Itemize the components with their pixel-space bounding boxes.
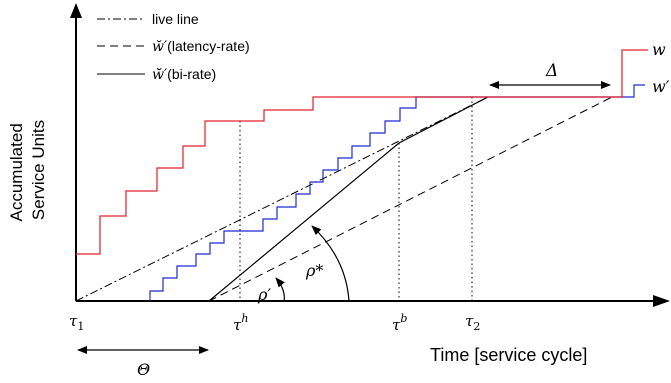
y-axis-label: Accumulated Service Units [7, 118, 48, 221]
tick-tau-b: τb [392, 312, 407, 334]
x-axis-arrowhead [653, 295, 670, 307]
rho-star-arc [311, 225, 350, 302]
rho-prime-arc [275, 277, 285, 303]
legend-label-latency-rate: w̆′(latency-rate) [152, 38, 250, 55]
w-curve [76, 49, 648, 255]
latency-rate-curve [208, 96, 613, 302]
theta-label: Θ [137, 360, 150, 379]
x-axis-label: Time [service cycle] [430, 345, 587, 365]
tick-tau-1: τ1 [69, 312, 84, 333]
rho-star-label: ρ* [305, 261, 323, 280]
rho-prime-label: ρ′ [257, 285, 271, 304]
label-w-prime: w′ [652, 77, 670, 96]
legend: live line w̆′(latency-rate) w̆̆′(bi-rate… [97, 11, 250, 83]
label-w: w [652, 40, 666, 59]
tick-tau-h: τh [233, 312, 248, 334]
w-prime-curve [149, 84, 645, 301]
live-line [75, 96, 489, 302]
bi-rate-curve [208, 96, 489, 302]
delta-label: Δ [545, 61, 558, 81]
legend-label-bi-rate: w̆̆′(bi-rate) [152, 66, 216, 83]
tick-tau-2: τ2 [465, 312, 480, 333]
legend-label-live-line: live line [152, 11, 199, 27]
y-axis-arrowhead [70, 3, 82, 18]
